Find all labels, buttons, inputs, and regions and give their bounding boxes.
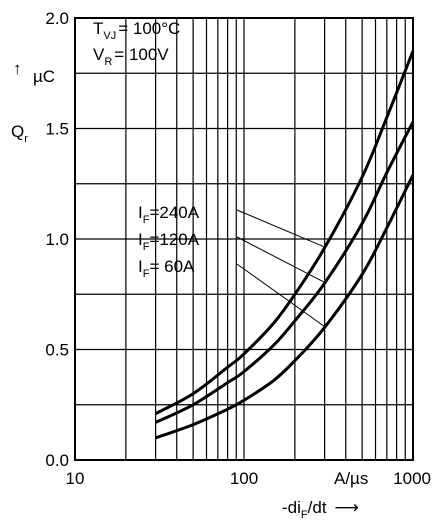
x-axis-unit: A/µs bbox=[334, 469, 368, 488]
x-tick-labels: 10 100 1000 bbox=[66, 469, 431, 488]
leader-line-240a bbox=[236, 209, 326, 248]
series-label-240a: IF=240A bbox=[138, 203, 200, 226]
curve-60a bbox=[155, 174, 415, 440]
condition-vr: VR = 100V bbox=[93, 45, 169, 68]
curve-120a bbox=[154, 121, 415, 424]
x-tick-label: 100 bbox=[230, 469, 258, 488]
y-tick-label: 1.0 bbox=[45, 230, 69, 249]
label-leaders bbox=[236, 209, 326, 328]
plot-frame bbox=[74, 17, 414, 461]
curves bbox=[154, 50, 415, 440]
y-axis-unit: µC bbox=[33, 67, 55, 86]
grid-lines bbox=[75, 18, 413, 460]
curve-240a bbox=[154, 50, 415, 415]
y-tick-labels: 0.0 0.5 1.0 1.5 2.0 bbox=[45, 9, 69, 470]
y-tick-label: 1.5 bbox=[45, 120, 69, 139]
y-tick-label: 2.0 bbox=[45, 9, 69, 28]
x-tick-label: 1000 bbox=[393, 469, 431, 488]
leader-line-60a bbox=[236, 263, 326, 328]
series-label-120a: IF=120A bbox=[138, 230, 200, 253]
y-tick-label: 0.5 bbox=[45, 341, 69, 360]
y-tick-label: 0.0 bbox=[45, 451, 69, 470]
condition-tvj: TVJ = 100°C bbox=[93, 19, 180, 42]
series-label-60a: IF= 60A bbox=[138, 257, 195, 280]
x-tick-label: 10 bbox=[66, 469, 85, 488]
y-axis-arrow: ↑ bbox=[13, 59, 22, 78]
y-axis-label: Qr bbox=[11, 122, 28, 145]
x-axis-label: -diF/dt ⟶ bbox=[282, 498, 359, 521]
leader-line-120a bbox=[236, 236, 326, 284]
